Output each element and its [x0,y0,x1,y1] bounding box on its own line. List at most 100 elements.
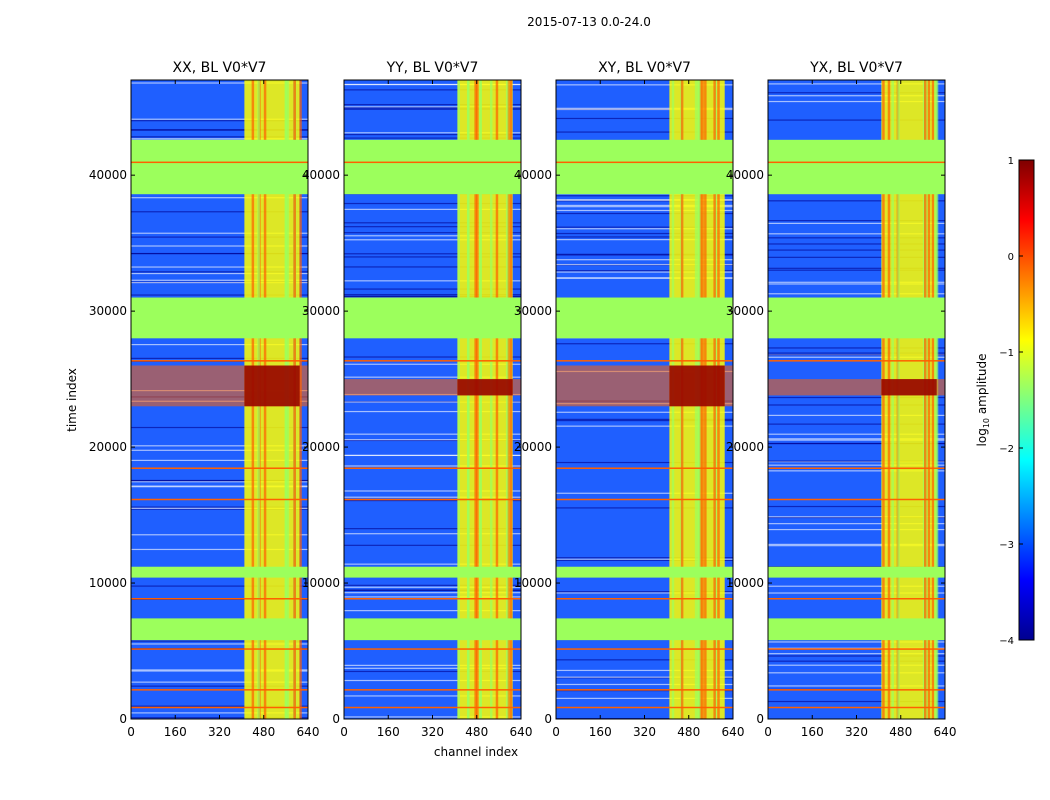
scan-line [344,266,521,268]
scan-line [768,356,945,358]
scan-line [556,263,733,266]
y-tick-label: 0 [332,712,340,726]
scan-line [556,659,733,661]
scan-line [344,222,521,224]
panel-title-xy: XY, BL V0*V7 [598,60,691,76]
panel-yy: YY, BL V0*V7 0 160 320 480 640 0 10000 20000 3000… [302,60,533,739]
panels-group: XX, BL V0*V7 0 160 320 480 640 0 10000 20000 3000… [89,60,957,739]
scan-line [344,410,521,413]
y-tick-label: 20000 [302,440,340,454]
rfi-row-line [344,689,521,691]
rfi-channel-stripe [474,80,477,719]
scan-line [344,232,521,234]
scan-line [131,548,308,551]
rfi-row-line [556,689,733,691]
y-axis-label: time index [65,368,79,432]
scan-line [556,669,733,672]
flagged-row-band [556,566,733,578]
rfi-channel-stripe [509,80,513,719]
x-tick-label: 640 [297,725,320,739]
scan-line [556,195,733,197]
scan-line [556,212,733,215]
rfi-channel-stripe [935,80,939,719]
scan-line [768,433,945,435]
scan-line [768,92,945,94]
scan-line [131,236,308,238]
rfi-row-line [344,161,521,164]
scan-line [131,138,308,140]
flagged-row-band [131,297,308,339]
scan-line [768,222,945,224]
scan-line [131,426,308,429]
y-tick-label: 20000 [726,440,764,454]
scan-line [768,220,945,222]
panel-yx: YX, BL V0*V7 0 160 320 480 640 0 10000 20000 3000… [726,60,957,739]
flagged-row-band [131,139,308,195]
scan-line [768,442,945,445]
scan-line [344,610,521,612]
scan-line [556,209,733,212]
colorbar-tick-label: −4 [999,636,1014,647]
scan-line [556,425,733,427]
y-tick-label: 40000 [89,168,127,182]
y-tick-label: 0 [119,712,127,726]
x-axis-label: channel index [434,745,518,759]
scan-line [344,465,521,467]
rfi-channel-stripe [897,80,900,719]
scan-line [344,490,521,492]
scan-line [556,492,733,494]
scan-line [768,354,945,356]
scan-line [344,133,521,136]
panel-title-yx: YX, BL V0*V7 [809,60,903,76]
scan-line [344,589,521,591]
rfi-channel-stripe [887,80,891,719]
scan-line [131,670,308,672]
x-tick-label: 160 [164,725,187,739]
scan-line [131,669,308,671]
scan-line [344,584,521,586]
scan-line [768,505,945,508]
scan-line [344,439,521,442]
scan-line [768,685,945,687]
scan-line [556,270,733,272]
flagged-row-band [768,618,945,641]
rfi-row-line [131,597,308,600]
scan-line [131,481,308,483]
flagged-row-band [344,566,521,578]
y-tick-label: 10000 [302,576,340,590]
figure-suptitle: 2015-07-13 0.0-24.0 [527,15,651,29]
scan-line [131,681,308,683]
scan-line [131,585,308,587]
scan-line [131,232,308,234]
panel-xy: XY, BL V0*V7 0 160 320 480 640 0 10000 20000 3000… [514,60,745,739]
flagged-row-band [344,618,521,641]
scan-line [131,685,308,687]
flagged-row-band [768,297,945,339]
x-tick-label: 480 [252,725,275,739]
scan-line [556,239,733,241]
scan-line [344,103,521,106]
y-tick-label: 20000 [89,440,127,454]
scan-line [344,296,521,298]
scan-line [768,653,945,655]
scan-line [131,486,308,488]
saturated-block [881,379,937,396]
rfi-row-line [768,648,945,650]
scan-line [131,508,308,510]
scan-line [768,283,945,285]
y-tick-label: 40000 [726,168,764,182]
scan-line [131,534,308,536]
scan-line [556,117,733,120]
scan-line [344,293,521,296]
scan-line [344,454,521,456]
scan-line [344,253,521,255]
scan-line [344,202,521,205]
scan-line [131,712,308,714]
scan-line [556,232,733,235]
heatmap-image-xy [556,80,733,719]
scan-line [344,83,521,86]
scan-line [344,667,521,669]
scan-line [556,507,733,509]
panel-title-yy: YY, BL V0*V7 [386,60,479,76]
scan-line [768,545,945,547]
